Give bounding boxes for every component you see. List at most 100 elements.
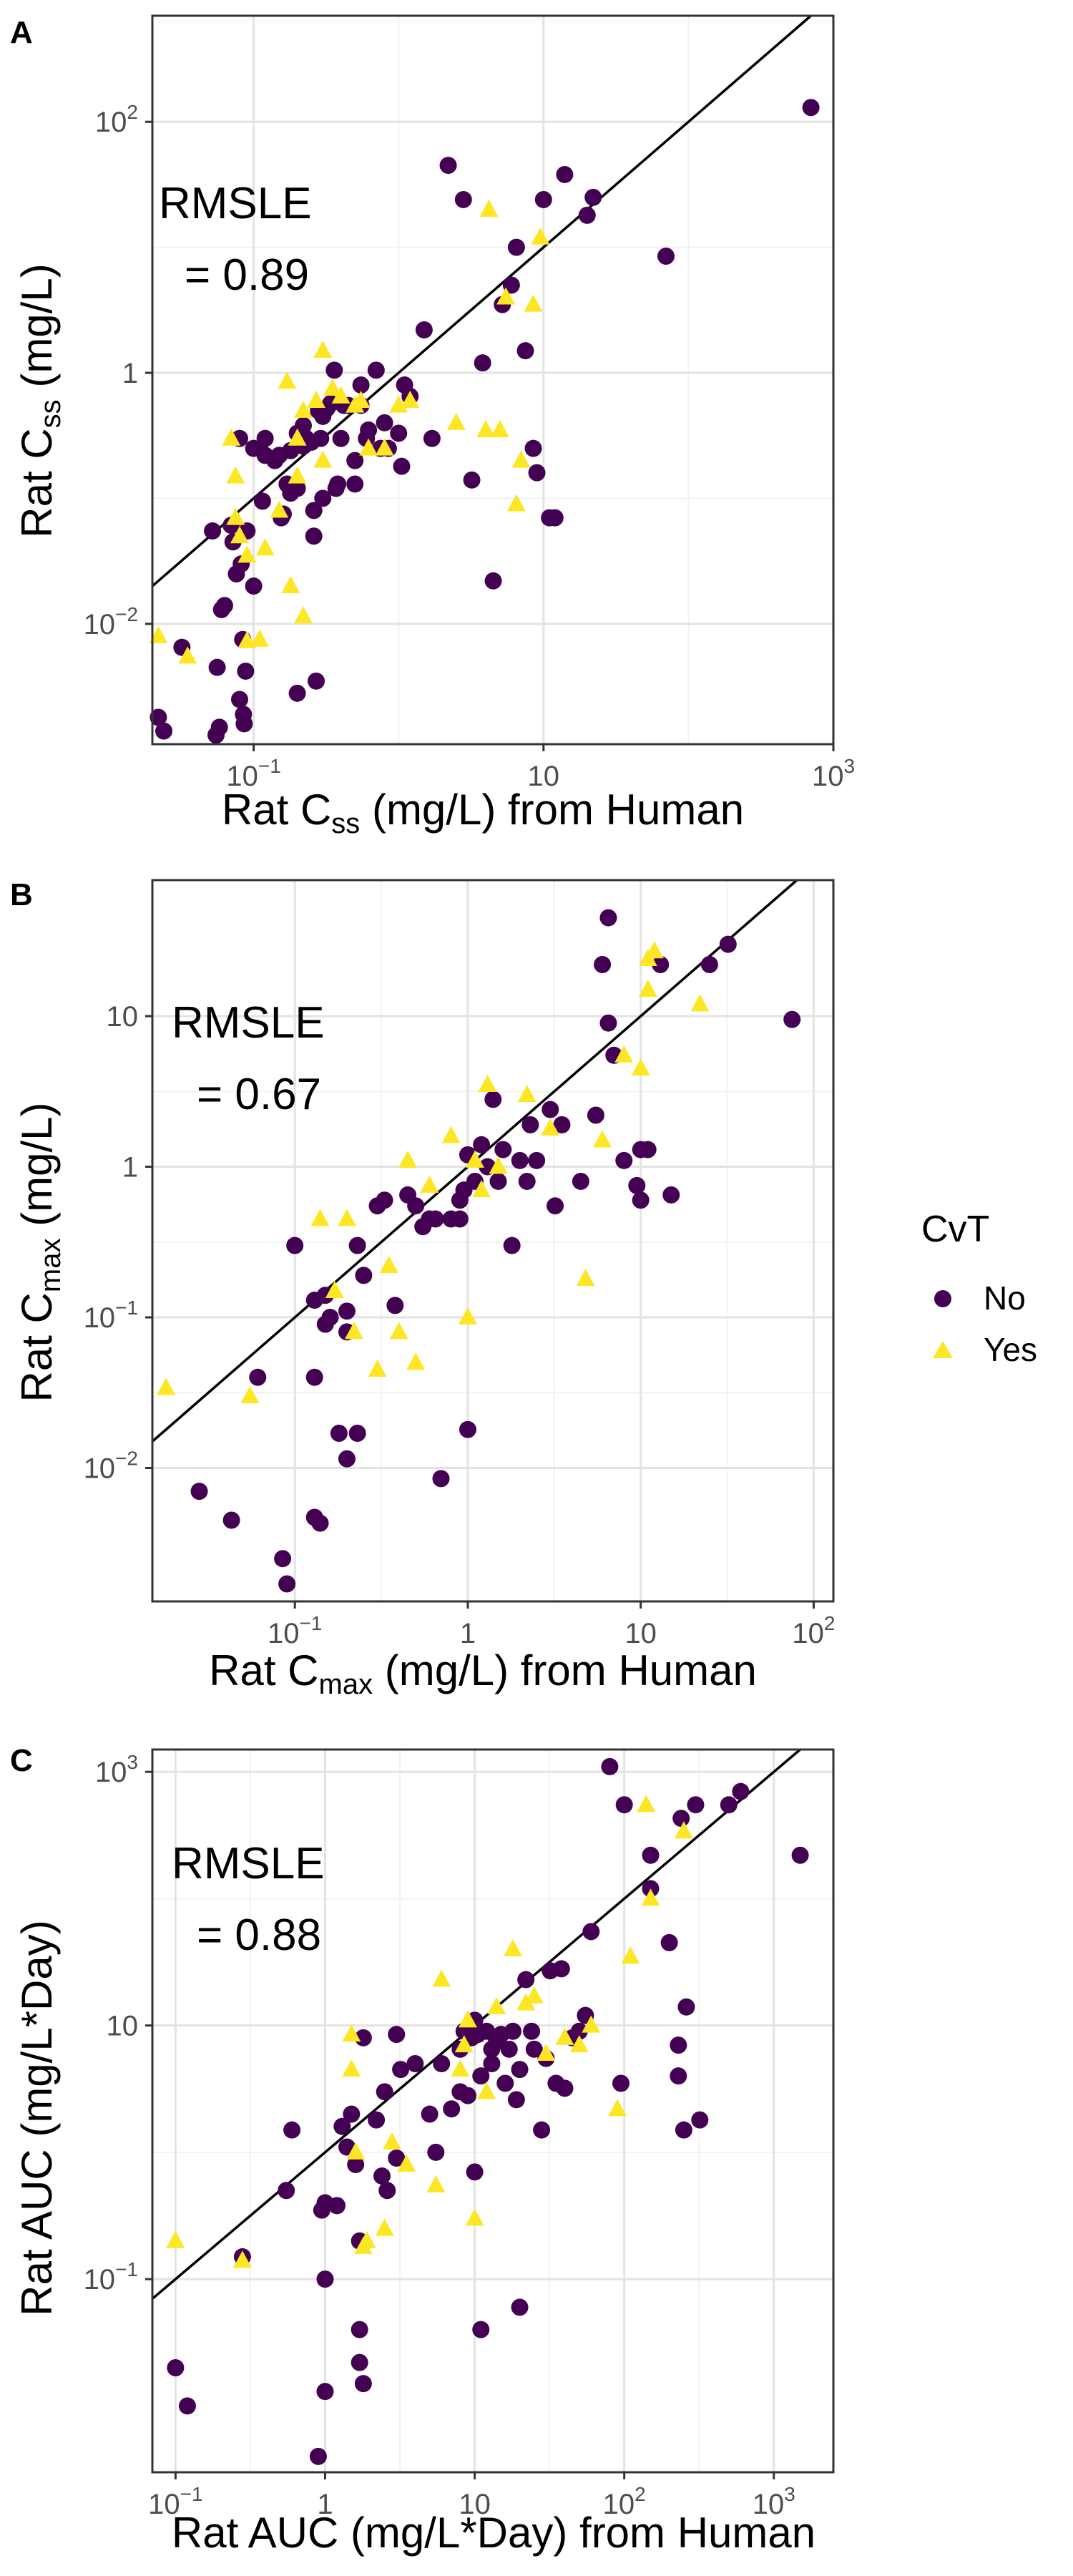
point-yes (479, 199, 499, 217)
panel-c-x-ticks: 10−1 1 10 102 103 (148, 2472, 795, 2520)
point-yes (631, 1058, 650, 1076)
point-yes (496, 287, 516, 305)
point-no (376, 414, 393, 431)
point-yes (270, 500, 289, 518)
point-yes (451, 2059, 470, 2077)
point-no (516, 342, 534, 360)
point-no (215, 597, 233, 615)
point-no (474, 354, 491, 372)
point-yes (524, 1986, 544, 2004)
point-no (439, 157, 457, 175)
point-yes (454, 2035, 474, 2053)
x-tick-base: 10 (226, 761, 258, 792)
point-no (642, 1880, 660, 1898)
point-yes (576, 1269, 595, 1287)
point-no (386, 1297, 404, 1314)
point-no (305, 1368, 323, 1386)
point-no (351, 2353, 368, 2371)
x-tick-label: 10 (624, 1618, 657, 1649)
x-tick-base: 10 (603, 2489, 635, 2520)
x-tick-label: 103 (753, 2483, 795, 2520)
point-yes (250, 629, 269, 647)
point-yes (398, 1150, 418, 1168)
y-tick-base: 10 (107, 1001, 139, 1033)
y-tick-base: 1 (122, 358, 138, 389)
point-yes (346, 2142, 366, 2160)
point-yes (351, 390, 371, 408)
point-no (463, 471, 481, 489)
point-no (274, 1550, 292, 1568)
panel-c-points (166, 1757, 809, 2465)
point-no (332, 429, 350, 447)
point-no (518, 1172, 536, 1190)
point-no (390, 424, 408, 442)
point-no (249, 1368, 267, 1386)
point-no (473, 1136, 491, 1153)
point-yes (524, 294, 543, 312)
point-no (582, 1923, 600, 1941)
point-no (407, 1197, 425, 1215)
x-tick-base: 10 (624, 1618, 657, 1649)
panel-b-annotation-line1: RMSLE (172, 998, 325, 1048)
point-no (178, 2397, 196, 2415)
x-tick-base: 10 (792, 1618, 824, 1649)
x-tick-base: 10 (148, 2489, 180, 2520)
point-yes (490, 420, 509, 438)
point-no (376, 1191, 393, 1209)
point-yes (397, 2155, 416, 2172)
x-tick-base: 10 (812, 761, 844, 792)
point-no (517, 1971, 535, 1989)
point-no (599, 909, 617, 927)
y-tick-label: 10−2 (84, 603, 138, 640)
point-yes (401, 390, 420, 408)
point-yes (178, 646, 197, 664)
point-yes (489, 1156, 508, 1174)
point-no (700, 956, 718, 974)
point-yes (432, 1969, 451, 1987)
x-tick-label: 102 (603, 2483, 646, 2520)
x-tick-label: 1 (317, 2489, 333, 2520)
point-no (347, 2156, 365, 2174)
point-no (615, 1796, 633, 1814)
point-no (312, 429, 330, 447)
point-no (354, 2029, 372, 2046)
point-no (612, 2074, 630, 2092)
point-no (670, 2067, 687, 2085)
panel-b-x-title-suffix: (mg/L) from Human (373, 1646, 757, 1694)
point-yes (487, 1996, 506, 2014)
panel-a-annotation-line1: RMSLE (159, 179, 312, 228)
y-tick-base: 10 (95, 1757, 127, 1788)
x-tick-base: 10 (268, 1618, 300, 1649)
point-yes (503, 1938, 522, 1956)
x-tick-exponent: −1 (299, 1612, 322, 1634)
point-yes (379, 1255, 398, 1273)
legend: CvT No Yes (921, 1209, 1037, 1368)
y-tick-label: 10−1 (84, 2258, 138, 2296)
y-tick-label: 102 (95, 101, 138, 138)
point-no (204, 522, 222, 540)
point-yes (230, 526, 249, 544)
point-no (687, 1796, 705, 1814)
legend-no-label: No (984, 1279, 1026, 1317)
point-no (652, 956, 670, 974)
point-no (155, 722, 173, 740)
y-tick-label: 10−1 (84, 1297, 138, 1334)
x-tick-base: 10 (528, 761, 560, 792)
x-tick-exponent: 3 (843, 755, 855, 777)
point-no (346, 475, 364, 493)
point-no (556, 2079, 574, 2097)
point-yes (313, 450, 333, 468)
point-no (427, 2143, 445, 2161)
point-no (443, 2100, 461, 2118)
point-no (421, 2105, 438, 2123)
point-no (660, 1933, 678, 1951)
point-no (321, 1309, 339, 1327)
point-no (615, 1151, 633, 1169)
point-yes (331, 386, 351, 404)
point-no (237, 662, 255, 680)
panel-a-frame (151, 14, 835, 746)
point-no (388, 2149, 406, 2167)
